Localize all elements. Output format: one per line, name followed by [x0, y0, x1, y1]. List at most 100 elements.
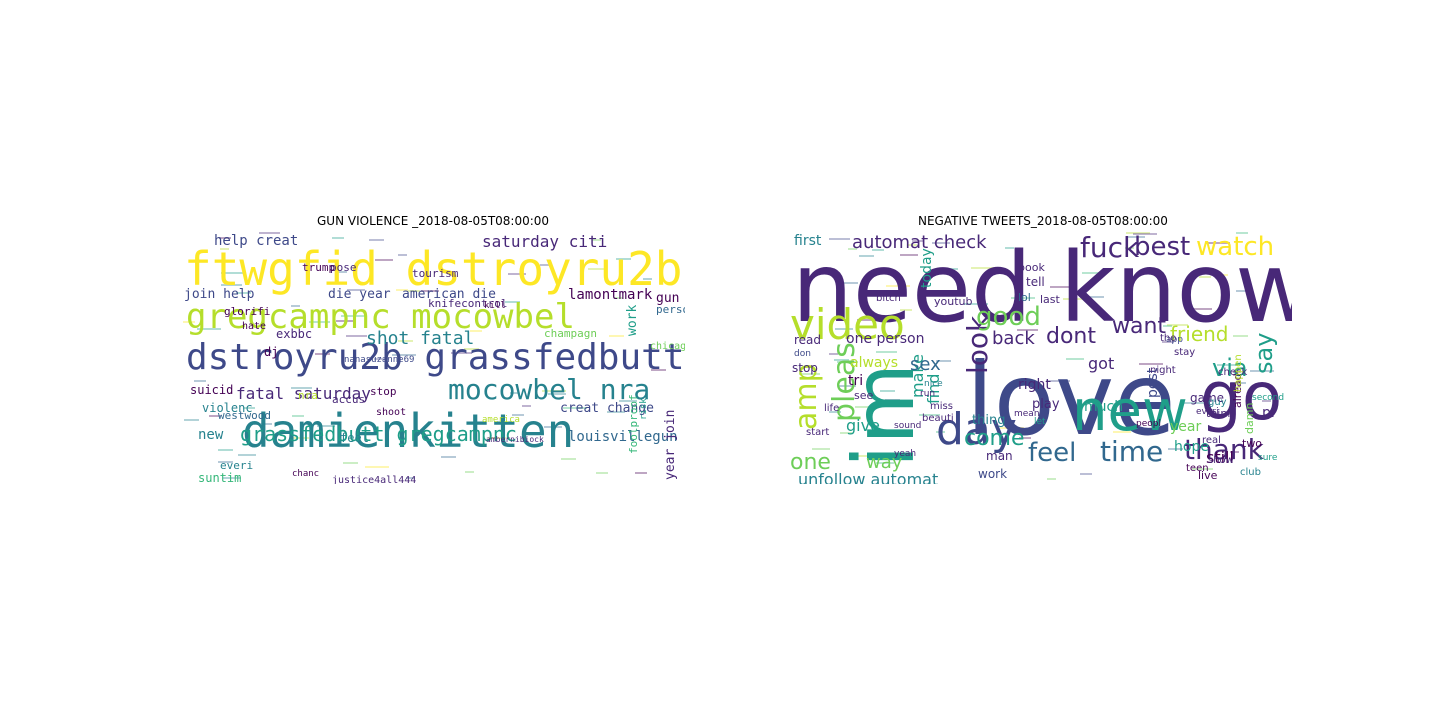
filler-right-30 [937, 268, 958, 270]
word-left-6: saturday citi [482, 232, 608, 251]
word-right-25: say [1250, 332, 1278, 374]
word-left-33: tourism [412, 267, 459, 280]
word-right-48: read [794, 333, 822, 347]
filler-right-8 [1066, 358, 1084, 360]
word-right-75: run [920, 389, 936, 399]
filler-right-26 [1139, 363, 1163, 365]
filler-left-31 [291, 305, 300, 307]
filler-left-30 [315, 353, 330, 355]
right-word-cloud: need know love im video go new day time thank feel… [786, 232, 1292, 484]
word-right-0: need [792, 232, 1032, 344]
word-left-1: gregcampnc mocowbel [186, 297, 575, 337]
word-right-74: sound [894, 421, 922, 431]
word-right-78: peopl [1136, 419, 1161, 429]
word-right-2: love [966, 341, 1176, 458]
word-left-24: shoot [376, 407, 407, 418]
filler-right-4 [1080, 473, 1092, 475]
filler-right-59 [886, 285, 910, 287]
word-right-55: think [1206, 407, 1234, 420]
filler-left-50 [332, 237, 344, 239]
word-left-23: stop [370, 385, 397, 398]
filler-left-52 [292, 415, 304, 417]
filler-right-64 [1047, 478, 1056, 480]
word-left-16: work [625, 304, 640, 336]
word-right-91: happen [1233, 354, 1244, 392]
filler-left-24 [464, 348, 479, 350]
filler-left-34 [184, 419, 199, 421]
filler-right-32 [857, 319, 875, 321]
word-left-36: pose [330, 261, 357, 274]
word-right-42: one person [846, 331, 925, 347]
filler-left-16 [398, 340, 413, 342]
word-right-73: beauti [922, 413, 954, 424]
filler-left-57 [209, 415, 221, 417]
word-left-45: risk [639, 398, 649, 420]
word-left-18: new [198, 427, 224, 443]
word-left-20: violenc [202, 401, 253, 415]
filler-right-9 [885, 399, 900, 401]
word-right-59: lol [1018, 291, 1031, 304]
filler-left-14 [510, 392, 519, 394]
filler-right-52 [1046, 380, 1070, 382]
filler-left-43 [561, 458, 576, 460]
word-left-42: nra [298, 389, 318, 402]
left-word-cloud: ftwgfid dstroyru2b gregcampnc mocowbel dst… [180, 232, 685, 484]
filler-right-11 [1231, 382, 1246, 384]
filler-right-68 [1219, 274, 1228, 276]
filler-left-19 [542, 390, 566, 392]
word-right-33: got [1088, 354, 1115, 373]
filler-right-22 [919, 414, 940, 416]
filler-right-20 [1133, 233, 1157, 235]
word-right-26: one [790, 450, 831, 475]
filler-right-15 [1113, 431, 1131, 433]
filler-left-48 [406, 477, 415, 479]
word-right-81: club [1240, 467, 1261, 478]
filler-right-24 [835, 328, 853, 330]
right-panel-title: NEGATIVE TWEETS_2018-08-05T08:00:00 [918, 214, 1168, 228]
filler-right-13 [837, 361, 858, 363]
filler-right-46 [1262, 400, 1271, 402]
filler-left-32 [259, 232, 280, 234]
word-right-9: thank [1184, 433, 1264, 466]
word-right-80: two [1242, 437, 1263, 450]
word-left-29: gun [656, 291, 680, 306]
word-left-5: grassfedbutt gregcampnc [240, 422, 517, 446]
filler-left-65 [465, 471, 474, 473]
filler-left-28 [219, 237, 231, 239]
word-left-44: ambernibiock [486, 435, 544, 444]
word-left-39: foolproof [627, 394, 640, 454]
filler-right-39 [1199, 276, 1211, 278]
word-right-36: hope [1174, 439, 1209, 455]
filler-right-1 [908, 244, 917, 246]
filler-right-16 [936, 360, 951, 362]
filler-right-12 [900, 254, 918, 256]
filler-left-46 [544, 426, 562, 428]
word-right-37: still [1206, 448, 1234, 467]
filler-left-39 [441, 456, 456, 458]
word-left-31: champagn [544, 327, 597, 340]
filler-right-55 [1236, 232, 1248, 234]
word-left-7: shot fatal [366, 328, 475, 349]
filler-left-17 [540, 264, 552, 266]
word-left-8: fatal saturday [236, 384, 371, 403]
filler-left-11 [408, 290, 420, 292]
word-right-39: work [978, 467, 1008, 481]
word-left-26: accus [332, 393, 366, 406]
filler-right-43 [1019, 437, 1031, 439]
filler-right-49 [1163, 325, 1172, 327]
word-right-21: dont [1046, 324, 1096, 349]
filler-right-67 [840, 432, 852, 434]
filler-right-25 [964, 303, 988, 305]
filler-left-61 [347, 289, 365, 291]
word-right-19: first [794, 233, 822, 249]
filler-right-34 [829, 411, 841, 413]
filler-right-69 [900, 309, 912, 311]
word-right-67: check [1218, 367, 1248, 378]
filler-left-1 [218, 449, 233, 451]
filler-left-59 [369, 239, 384, 241]
word-right-47: stop [792, 361, 818, 375]
filler-left-67 [563, 407, 587, 409]
filler-left-0 [236, 292, 251, 294]
filler-right-23 [848, 248, 857, 250]
filler-left-58 [616, 258, 631, 260]
